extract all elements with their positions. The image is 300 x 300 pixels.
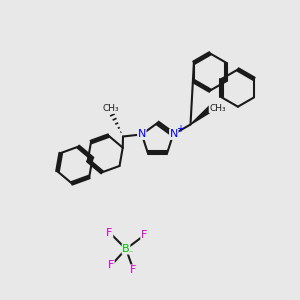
Polygon shape [190, 106, 213, 124]
Text: N: N [169, 129, 178, 140]
Text: F: F [141, 230, 147, 241]
Text: F: F [106, 227, 113, 238]
Text: +: + [176, 124, 184, 134]
Text: F: F [108, 260, 114, 271]
Text: CH₃: CH₃ [103, 104, 119, 113]
Text: B: B [122, 244, 130, 254]
Text: ⁻: ⁻ [128, 248, 133, 257]
Text: CH₃: CH₃ [209, 103, 226, 112]
Text: N: N [138, 129, 146, 140]
Text: F: F [130, 265, 137, 275]
